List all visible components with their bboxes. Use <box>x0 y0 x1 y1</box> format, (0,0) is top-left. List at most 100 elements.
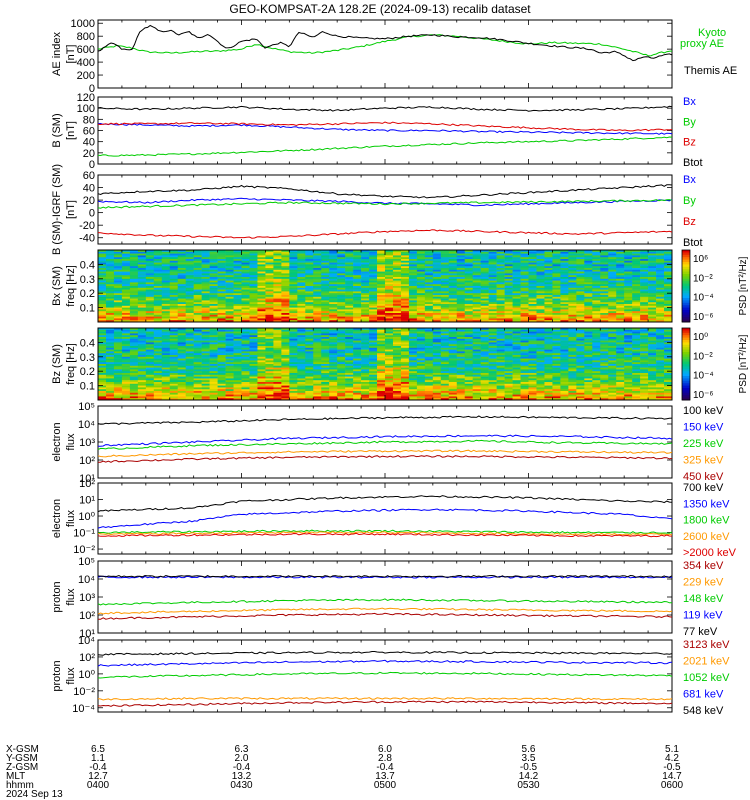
heatmap-cell <box>592 284 601 287</box>
heatmap-cell <box>377 255 386 258</box>
colorbar-segment <box>682 259 690 263</box>
heatmap-cell <box>385 259 394 262</box>
heatmap-cell <box>624 333 633 336</box>
heatmap-cell <box>432 367 442 370</box>
heatmap-cell <box>233 286 242 289</box>
heatmap-cell <box>329 311 338 314</box>
heatmap-cell <box>424 260 434 263</box>
heatmap-cell <box>464 360 473 363</box>
heatmap-cell <box>424 360 434 363</box>
heatmap-cell <box>185 353 194 356</box>
heatmap-cell <box>177 364 186 367</box>
heatmap-cell <box>209 286 218 289</box>
heatmap-cell <box>98 289 107 292</box>
heatmap-cell <box>440 253 450 256</box>
heatmap-cell <box>440 344 450 347</box>
heatmap-cell <box>664 365 673 368</box>
heatmap-cell <box>369 369 378 372</box>
heatmap-cell <box>241 255 250 258</box>
heatmap-cell <box>289 337 298 340</box>
series-line-Bz <box>97 229 673 239</box>
heatmap-cell <box>177 307 186 310</box>
heatmap-cell <box>592 335 601 338</box>
heatmap-cell <box>592 289 601 292</box>
heatmap-cell <box>201 364 210 367</box>
heatmap-cell <box>193 304 202 307</box>
heatmap-cell <box>377 293 386 296</box>
heatmap-cell <box>161 269 171 272</box>
heatmap-cell <box>488 340 497 343</box>
heatmap-cell <box>281 335 290 338</box>
heatmap-cell <box>98 335 107 338</box>
heatmap-cell <box>488 314 497 317</box>
heatmap-cell <box>632 286 641 289</box>
heatmap-cell <box>568 273 577 276</box>
heatmap-cell <box>233 329 242 332</box>
heatmap-cell <box>592 362 601 365</box>
heatmap-cell <box>385 331 394 334</box>
heatmap-cell <box>592 337 601 340</box>
heatmap-cell <box>289 358 298 361</box>
heatmap-cell <box>169 298 179 301</box>
heatmap-cell <box>257 331 266 334</box>
heatmap-cell <box>113 296 123 299</box>
heatmap-cell <box>113 313 123 316</box>
heatmap-cell <box>321 287 330 290</box>
heatmap-cell <box>177 286 186 289</box>
heatmap-cell <box>313 311 322 314</box>
heatmap-cell <box>648 331 657 334</box>
heatmap-cell <box>385 328 394 331</box>
heatmap-cell <box>377 314 386 317</box>
heatmap-cell <box>520 266 529 269</box>
heatmap-cell <box>353 259 362 262</box>
heatmap-cell <box>121 362 131 365</box>
heatmap-cell <box>456 360 466 363</box>
heatmap-cell <box>584 337 593 340</box>
heatmap-cell <box>408 340 418 343</box>
heatmap-cell <box>321 291 330 294</box>
heatmap-cell <box>201 360 210 363</box>
heatmap-cell <box>257 255 266 258</box>
heatmap-cell <box>289 344 298 347</box>
heatmap-cell <box>472 365 481 368</box>
heatmap-cell <box>265 338 274 341</box>
heatmap-cell <box>424 257 434 260</box>
heatmap-cell <box>528 284 537 287</box>
heatmap-cell <box>313 309 322 312</box>
heatmap-cell <box>408 331 418 334</box>
heatmap-cell <box>353 291 362 294</box>
heatmap-cell <box>464 362 473 365</box>
heatmap-cell <box>273 271 282 274</box>
heatmap-cell <box>361 289 370 292</box>
heatmap-cell <box>408 328 418 331</box>
heatmap-cell <box>273 273 282 276</box>
heatmap-cell <box>201 313 210 316</box>
heatmap-cell <box>129 264 139 267</box>
heatmap-cell <box>592 307 601 310</box>
heatmap-cell <box>337 284 346 287</box>
heatmap-cell <box>98 273 107 276</box>
heatmap-cell <box>337 362 346 365</box>
heatmap-cell <box>345 264 354 267</box>
heatmap-cell <box>137 331 147 334</box>
heatmap-cell <box>193 277 202 280</box>
heatmap-cell <box>217 282 226 285</box>
colorbar-segment <box>682 312 690 316</box>
heatmap-cell <box>640 289 649 292</box>
heatmap-cell <box>385 338 394 341</box>
heatmap-cell <box>480 302 489 305</box>
heatmap-cell <box>201 278 210 281</box>
heatmap-cell <box>584 302 593 305</box>
heatmap-cell <box>520 286 529 289</box>
heatmap-cell <box>185 304 194 307</box>
heatmap-cell <box>337 253 346 256</box>
heatmap-cell <box>592 355 601 358</box>
heatmap-cell <box>185 356 194 359</box>
heatmap-cell <box>408 351 418 354</box>
heatmap-cell <box>249 335 258 338</box>
heatmap-cell <box>273 333 282 336</box>
heatmap-cell <box>632 257 641 260</box>
heatmap-cell <box>632 259 641 262</box>
heatmap-cell <box>504 314 513 317</box>
heatmap-cell <box>305 335 314 338</box>
